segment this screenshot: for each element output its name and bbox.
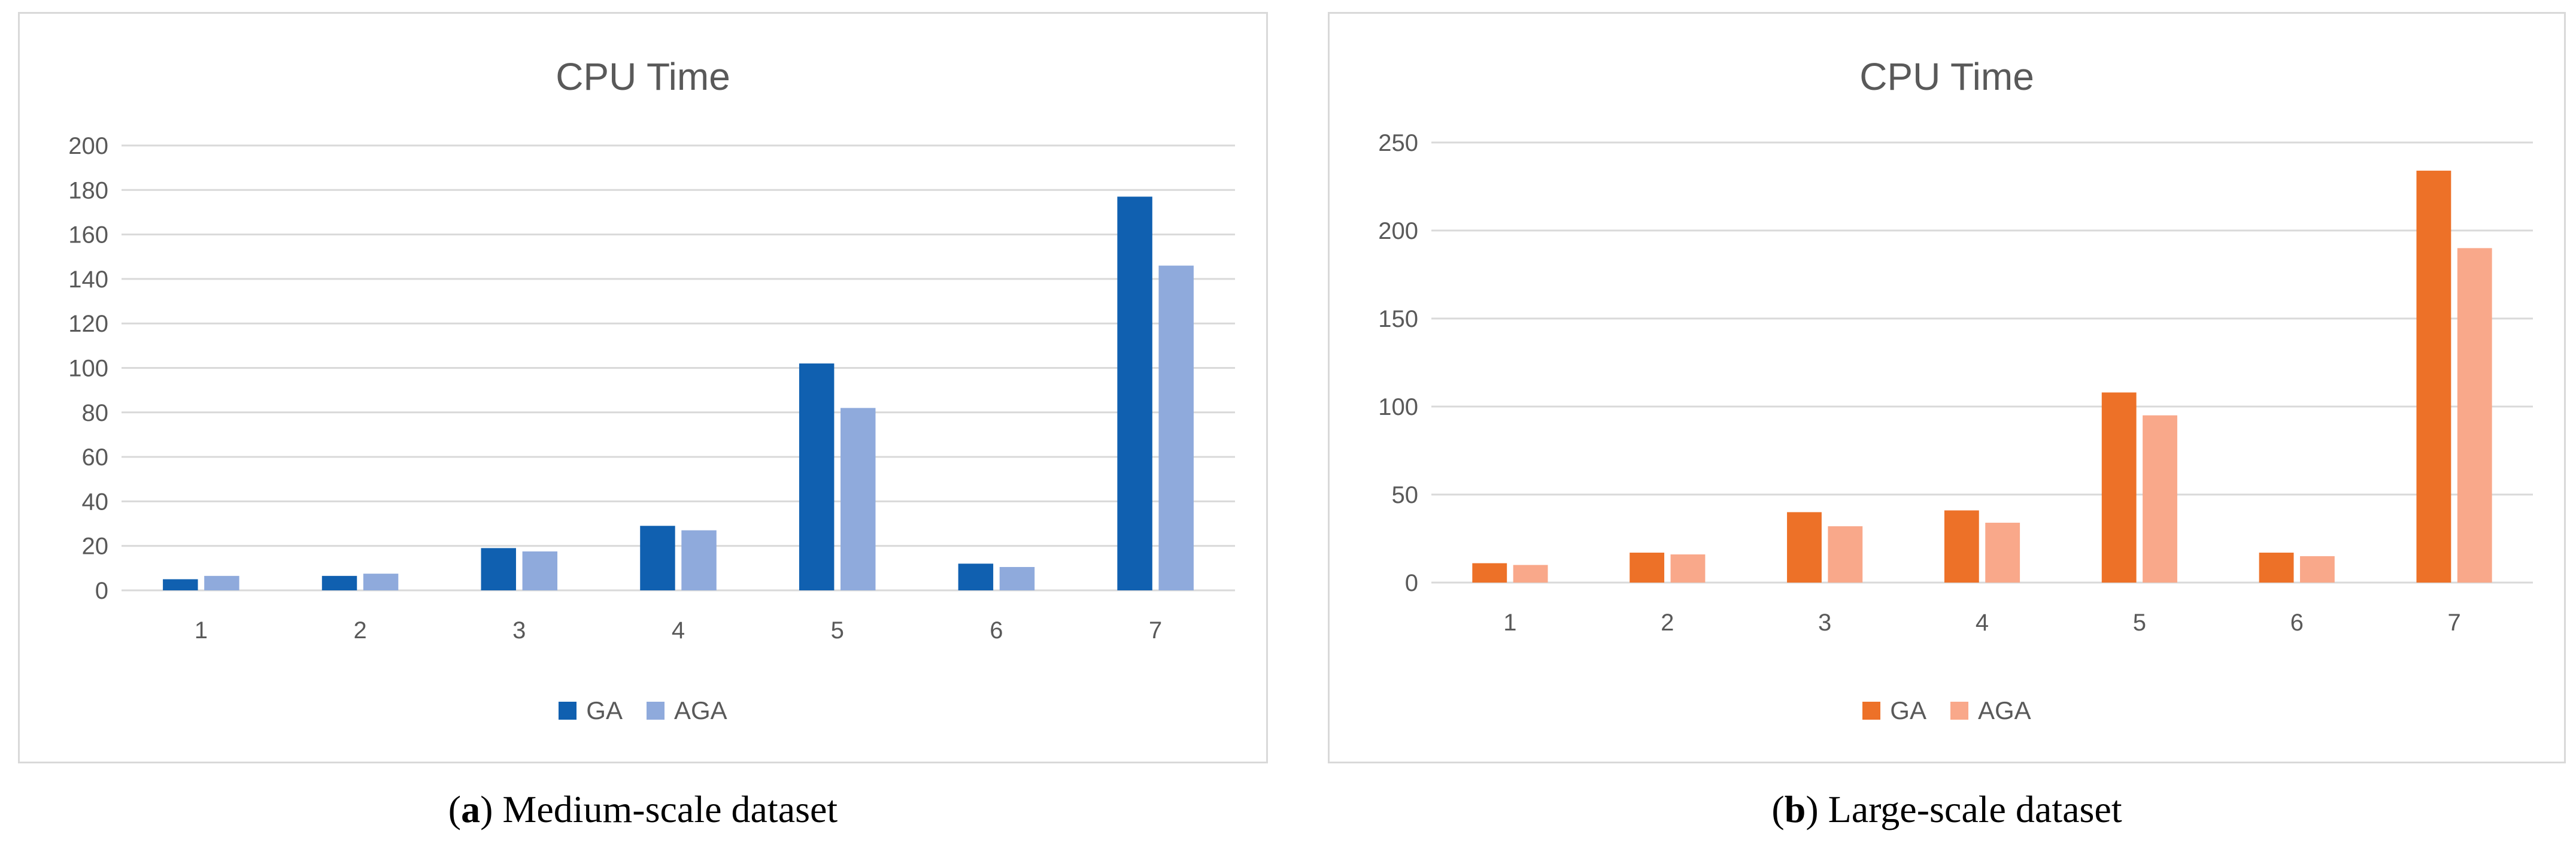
caption-text: Medium-scale dataset [493, 788, 838, 830]
chart-legend: GA AGA [1330, 696, 2564, 725]
x-tick-label: 7 [2447, 610, 2460, 636]
legend-label: AGA [673, 696, 727, 724]
y-tick-label: 140 [68, 266, 108, 293]
bar-aga-5 [2143, 415, 2177, 583]
legend-item-ga: GA [559, 696, 623, 725]
y-tick-label: 200 [1378, 218, 1418, 244]
legend-item-ga: GA [1862, 696, 1926, 725]
chart-plot-b: 0 50 100 150 200 250 1 2 3 4 5 6 7 [1378, 130, 2533, 636]
chart-panel-b: CPU Time 0 50 100 150 200 250 1 2 3 4 5 6 7 GA AGA [1328, 12, 2566, 763]
y-tick-label: 50 [1392, 482, 1419, 508]
bar-ga-6 [2259, 553, 2294, 583]
y-tick-label: 60 [82, 444, 109, 471]
y-tick-label: 40 [82, 489, 109, 515]
bar-ga-4 [640, 526, 675, 590]
y-tick-label: 120 [68, 311, 108, 337]
bar-aga-6 [999, 566, 1035, 590]
bar-ga-2 [321, 575, 357, 590]
y-tick-label: 80 [82, 400, 109, 426]
bar-ga-1 [1472, 563, 1507, 583]
legend-item-aga: AGA [646, 696, 727, 725]
chart-plot-a: 0 20 40 60 80 100 120 140 160 180 200 1 2 3 4 5 6 7 [68, 133, 1235, 644]
legend-label: AGA [1977, 696, 2031, 724]
bar-ga-5 [2101, 392, 2137, 583]
bar-aga-6 [2299, 556, 2335, 583]
bar-ga-3 [1787, 512, 1822, 583]
bar-aga-4 [681, 530, 717, 590]
bar-aga-1 [1513, 565, 1548, 583]
figure-caption-b: (b) Large-scale dataset [1771, 788, 2122, 830]
y-tick-label: 100 [1378, 394, 1418, 420]
chart-title: CPU Time [1859, 55, 2034, 98]
y-tick-label: 150 [1378, 306, 1418, 332]
bar-ga-7 [1117, 196, 1152, 590]
x-tick-label: 7 [1149, 617, 1162, 644]
bar-aga-2 [363, 574, 399, 590]
x-tick-label: 5 [2133, 610, 2146, 636]
bar-aga-7 [2457, 248, 2492, 583]
bar-aga-4 [1985, 523, 2020, 583]
bar-aga-1 [204, 575, 239, 590]
legend-swatch [1950, 702, 1968, 720]
x-tick-label: 2 [1661, 610, 1674, 636]
x-tick-label: 3 [1818, 610, 1831, 636]
bar-aga-3 [522, 551, 558, 590]
x-tick-label: 3 [512, 617, 526, 644]
caption-letter: b [1784, 788, 1806, 830]
caption-text: Large-scale dataset [1818, 788, 2122, 830]
x-tick-label: 6 [2290, 610, 2304, 636]
figure-caption-a: (a) Medium-scale dataset [448, 788, 838, 830]
bar-ga-6 [958, 563, 994, 590]
bar-aga-5 [841, 408, 876, 590]
bar-ga-3 [481, 548, 516, 590]
y-tick-label: 200 [68, 133, 108, 159]
legend-label: GA [1890, 696, 1926, 724]
chart-panel-a: CPU Time 0 20 40 60 80 100 120 140 160 180 200 1 2 3 4… [18, 12, 1268, 763]
y-tick-label: 160 [68, 222, 108, 248]
x-tick-label: 6 [990, 617, 1003, 644]
y-tick-label: 0 [95, 578, 108, 604]
legend-item-aga: AGA [1950, 696, 2031, 725]
bar-ga-2 [1630, 553, 1665, 583]
bar-aga-3 [1828, 526, 1863, 583]
bar-ga-5 [799, 363, 835, 590]
y-tick-label: 20 [82, 533, 109, 560]
legend-swatch [646, 702, 665, 720]
bar-ga-1 [163, 579, 198, 590]
bar-ga-7 [2416, 171, 2451, 583]
x-tick-label: 4 [672, 617, 685, 644]
y-tick-label: 180 [68, 177, 108, 204]
legend-swatch [1862, 702, 1881, 720]
legend-swatch [559, 702, 577, 720]
bar-ga-4 [1944, 510, 1979, 583]
chart-legend: GA AGA [20, 696, 1266, 725]
x-tick-label: 1 [1503, 610, 1516, 636]
x-tick-label: 1 [195, 617, 208, 644]
x-tick-label: 2 [353, 617, 366, 644]
x-tick-label: 5 [831, 617, 844, 644]
bar-aga-7 [1158, 265, 1194, 590]
y-tick-label: 0 [1405, 570, 1418, 596]
x-tick-label: 4 [1976, 610, 1989, 636]
legend-label: GA [586, 696, 623, 724]
bar-aga-2 [1670, 554, 1706, 583]
y-tick-label: 250 [1378, 130, 1418, 156]
y-tick-label: 100 [68, 356, 108, 382]
caption-letter: a [461, 788, 481, 830]
chart-title: CPU Time [556, 55, 730, 98]
